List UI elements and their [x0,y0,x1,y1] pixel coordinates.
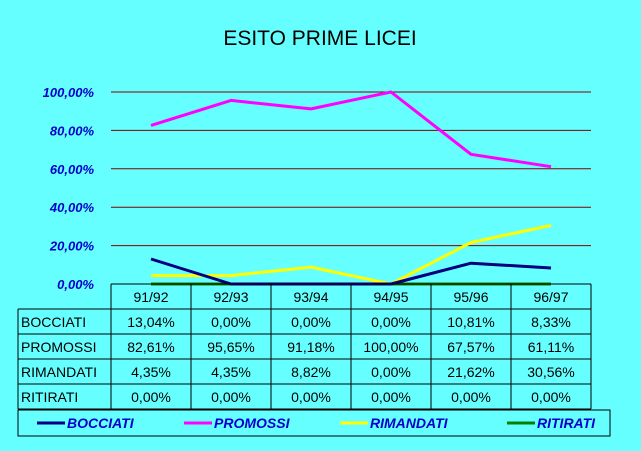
data-label: 21,62% [447,364,494,380]
data-label: 91,18% [287,339,334,355]
data-label: 0,00% [531,389,571,405]
data-label: 67,57% [447,339,494,355]
data-label: 100,00% [363,339,418,355]
legend-label: RITIRATI [537,415,596,431]
x-tick-label: 95/96 [453,289,488,305]
data-label: 0,00% [211,314,251,330]
data-label: 4,35% [211,364,251,380]
data-label: 0,00% [211,389,251,405]
data-label: 0,00% [371,364,411,380]
x-tick-label: 96/97 [533,289,568,305]
y-tick-label: 40,00% [49,200,95,215]
data-label: 30,56% [527,364,574,380]
legend-label: BOCCIATI [67,415,135,431]
x-tick-label: 91/92 [133,289,168,305]
data-label: 8,82% [291,364,331,380]
data-label: 61,11% [528,339,574,355]
table-row-label: RIMANDATI [21,364,97,380]
x-tick-label: 92/93 [213,289,248,305]
data-label: 82,61% [127,339,174,355]
data-label: 0,00% [451,389,491,405]
data-label: 13,04% [127,314,174,330]
data-label: 10,81% [447,314,494,330]
legend-label: PROMOSSI [214,415,291,431]
data-label: 95,65% [207,339,254,355]
x-tick-label: 94/95 [373,289,408,305]
table-row-label: PROMOSSI [21,339,96,355]
data-label: 4,35% [131,364,171,380]
data-label: 0,00% [291,314,331,330]
data-label: 0,00% [291,389,331,405]
y-tick-label: 80,00% [50,123,95,138]
chart-title: ESITO PRIME LICEI [223,27,416,50]
y-tick-label: 0,00% [57,277,94,292]
legend-box [17,409,611,437]
x-tick-label: 93/94 [293,289,328,305]
y-tick-label: 20,00% [49,239,95,254]
data-label: 8,33% [531,314,571,330]
series-line-bocciati [150,257,552,286]
legend-label: RIMANDATI [370,415,449,431]
series-line-promossi [150,90,552,169]
data-label: 0,00% [371,389,411,405]
y-tick-label: 60,00% [50,162,95,177]
series-line-rimandati [151,223,552,286]
data-label: 0,00% [371,314,411,330]
data-label: 0,00% [131,389,171,405]
table-row-label: RITIRATI [21,389,78,405]
table-row-label: BOCCIATI [21,314,86,330]
y-tick-label: 100,00% [43,85,95,100]
